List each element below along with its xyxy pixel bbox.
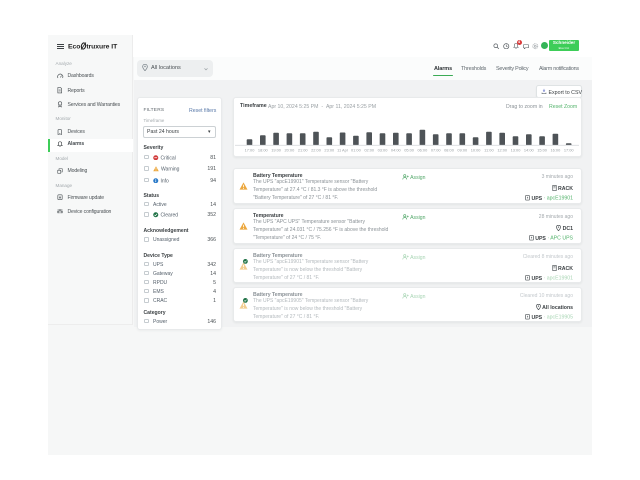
svg-text:23:00: 23:00 — [324, 148, 335, 153]
svg-text:21:00: 21:00 — [298, 148, 309, 153]
svg-text:14:00: 14:00 — [524, 148, 535, 153]
svg-text:05:00: 05:00 — [404, 148, 415, 153]
svg-text:19:00: 19:00 — [271, 148, 282, 153]
svg-text:08:00: 08:00 — [444, 148, 455, 153]
svg-text:18:00: 18:00 — [258, 148, 269, 153]
svg-text:22:00: 22:00 — [311, 148, 322, 153]
svg-text:17:00: 17:00 — [245, 148, 256, 153]
svg-text:16:00: 16:00 — [551, 148, 562, 153]
svg-text:11:00: 11:00 — [484, 148, 494, 153]
svg-text:07:00: 07:00 — [431, 148, 442, 153]
svg-text:20:00: 20:00 — [285, 148, 296, 153]
svg-text:03:00: 03:00 — [378, 148, 389, 153]
svg-text:17:00: 17:00 — [564, 148, 575, 153]
svg-text:01:00: 01:00 — [351, 148, 362, 153]
svg-text:04:00: 04:00 — [391, 148, 402, 153]
svg-text:10:00: 10:00 — [471, 148, 482, 153]
svg-text:09:00: 09:00 — [457, 148, 468, 153]
svg-text:06:00: 06:00 — [418, 148, 429, 153]
svg-text:15:00: 15:00 — [537, 148, 548, 153]
svg-text:02:00: 02:00 — [364, 148, 375, 153]
svg-text:11 Apr: 11 Apr — [337, 148, 349, 153]
svg-text:12:00: 12:00 — [497, 148, 508, 153]
svg-text:13:00: 13:00 — [511, 148, 522, 153]
